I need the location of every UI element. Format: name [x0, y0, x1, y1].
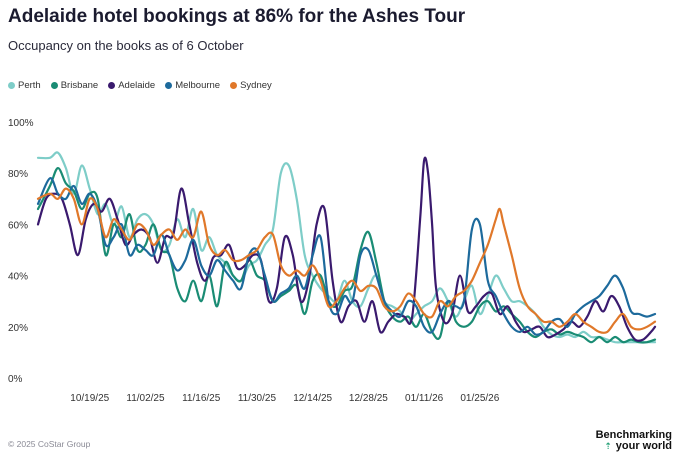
- legend-swatch-sydney: [230, 82, 238, 89]
- y-tick-label: 80%: [8, 169, 28, 180]
- chart-subtitle: Occupancy on the books as of 6 October: [8, 38, 244, 53]
- legend-swatch-melbourne: [165, 82, 173, 89]
- brand-mark-icon: ⇡: [604, 441, 612, 451]
- legend-swatch-adelaide: [108, 82, 116, 89]
- y-tick-label: 60%: [8, 220, 28, 231]
- legend-item-brisbane: Brisbane: [50, 80, 99, 91]
- chart-title: Adelaide hotel bookings at 86% for the A…: [8, 6, 466, 27]
- series-line-brisbane: [36, 167, 657, 344]
- legend-label-adelaide: Adelaide: [118, 80, 156, 91]
- series-line-adelaide: [36, 156, 657, 342]
- legend-label-brisbane: Brisbane: [60, 80, 99, 91]
- legend-swatch-brisbane: [50, 82, 58, 89]
- x-tick-label: 12/14/25: [293, 393, 332, 404]
- x-tick-label: 11/16/25: [182, 393, 221, 404]
- y-tick-label: 40%: [8, 272, 28, 283]
- x-tick-label: 01/11/26: [405, 393, 444, 404]
- legend-item-perth: Perth: [8, 80, 41, 91]
- legend-label-melbourne: Melbourne: [175, 80, 221, 91]
- x-tick-label: 12/28/25: [349, 393, 388, 404]
- brand-line-2: your world: [615, 440, 672, 452]
- y-tick-label: 20%: [8, 323, 28, 334]
- x-tick-label: 10/19/25: [70, 393, 109, 404]
- legend-item-sydney: Sydney: [230, 80, 272, 91]
- copyright: © 2025 CoStar Group: [8, 439, 91, 449]
- y-tick-label: 0%: [8, 374, 23, 385]
- legend-item-adelaide: Adelaide: [108, 80, 155, 91]
- legend-swatch-perth: [8, 82, 15, 89]
- series-line-sydney: [36, 187, 657, 334]
- x-tick-label: 11/30/25: [238, 393, 277, 404]
- legend: Perth Brisbane Adelaide Melbourne Sydney: [8, 80, 272, 91]
- y-tick-label: 100%: [8, 118, 34, 129]
- brand-logo: Benchmarking ⇡ your world: [596, 430, 672, 452]
- legend-item-melbourne: Melbourne: [165, 80, 220, 91]
- x-tick-label: 11/02/25: [126, 393, 165, 404]
- legend-label-perth: Perth: [18, 80, 41, 91]
- x-tick-label: 01/25/26: [460, 393, 499, 404]
- legend-label-sydney: Sydney: [240, 80, 272, 91]
- brand-line-1: Benchmarking: [595, 429, 672, 441]
